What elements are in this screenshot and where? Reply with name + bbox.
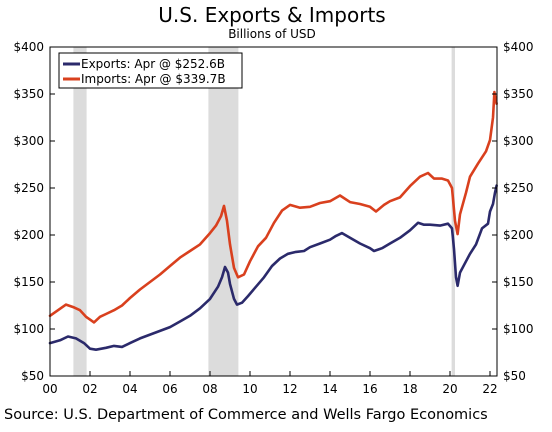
series-line-imports <box>48 90 498 324</box>
x-tick-label: 20 <box>442 382 457 396</box>
y-tick-label-right: $300 <box>503 134 534 148</box>
x-tick-label: 00 <box>42 382 57 396</box>
y-tick-label-left: $100 <box>13 322 44 336</box>
y-tick-label-right: $400 <box>503 40 534 54</box>
x-tick-label: 10 <box>242 382 257 396</box>
y-tick-label-right: $200 <box>503 228 534 242</box>
x-tick-label: 18 <box>402 382 417 396</box>
y-tick-label-left: $300 <box>13 134 44 148</box>
series-line-exports <box>48 184 498 351</box>
recession-band-0 <box>73 47 87 376</box>
y-tick-label-right: $150 <box>503 275 534 289</box>
y-tick-label-left: $50 <box>21 369 44 383</box>
y-tick-label-left: $200 <box>13 228 44 242</box>
legend: Exports: Apr @ $252.6B Imports: Apr @ $3… <box>58 52 243 89</box>
legend-box <box>58 52 243 89</box>
x-tick-label: 02 <box>82 382 97 396</box>
series-layer <box>48 90 498 351</box>
source-note: Source: U.S. Department of Commerce and … <box>4 407 488 423</box>
legend-label-imports: Imports: Apr @ $339.7B <box>81 72 226 86</box>
y-tick-label-left: $150 <box>13 275 44 289</box>
y-tick-label-right: $100 <box>503 322 534 336</box>
chart-title: U.S. Exports & Imports <box>158 3 385 27</box>
y-tick-label-left: $350 <box>13 87 44 101</box>
y-tick-label-right: $50 <box>503 369 526 383</box>
x-tick-label: 16 <box>362 382 377 396</box>
y-tick-label-left: $250 <box>13 181 44 195</box>
recession-bands <box>73 47 455 376</box>
legend-label-exports: Exports: Apr @ $252.6B <box>81 57 225 71</box>
x-axis: 00 02 04 06 08 10 12 14 16 18 20 22 <box>42 371 498 396</box>
y-axis-left: $50 $100 $150 $200 $250 $300 $350 $400 <box>13 40 55 383</box>
y-tick-label-left: $400 <box>13 40 44 54</box>
plot-frame <box>49 46 498 377</box>
x-tick-label: 14 <box>322 382 337 396</box>
y-tick-label-right: $250 <box>503 181 534 195</box>
x-tick-label: 06 <box>162 382 177 396</box>
chart-subtitle: Billions of USD <box>228 27 316 41</box>
y-tick-label-right: $350 <box>503 87 534 101</box>
x-tick-label: 12 <box>282 382 297 396</box>
x-tick-label: 22 <box>482 382 497 396</box>
y-axis-right: $50 $100 $150 $200 $250 $300 $350 $400 <box>492 40 534 383</box>
x-tick-label: 04 <box>122 382 137 396</box>
x-tick-label: 08 <box>202 382 217 396</box>
